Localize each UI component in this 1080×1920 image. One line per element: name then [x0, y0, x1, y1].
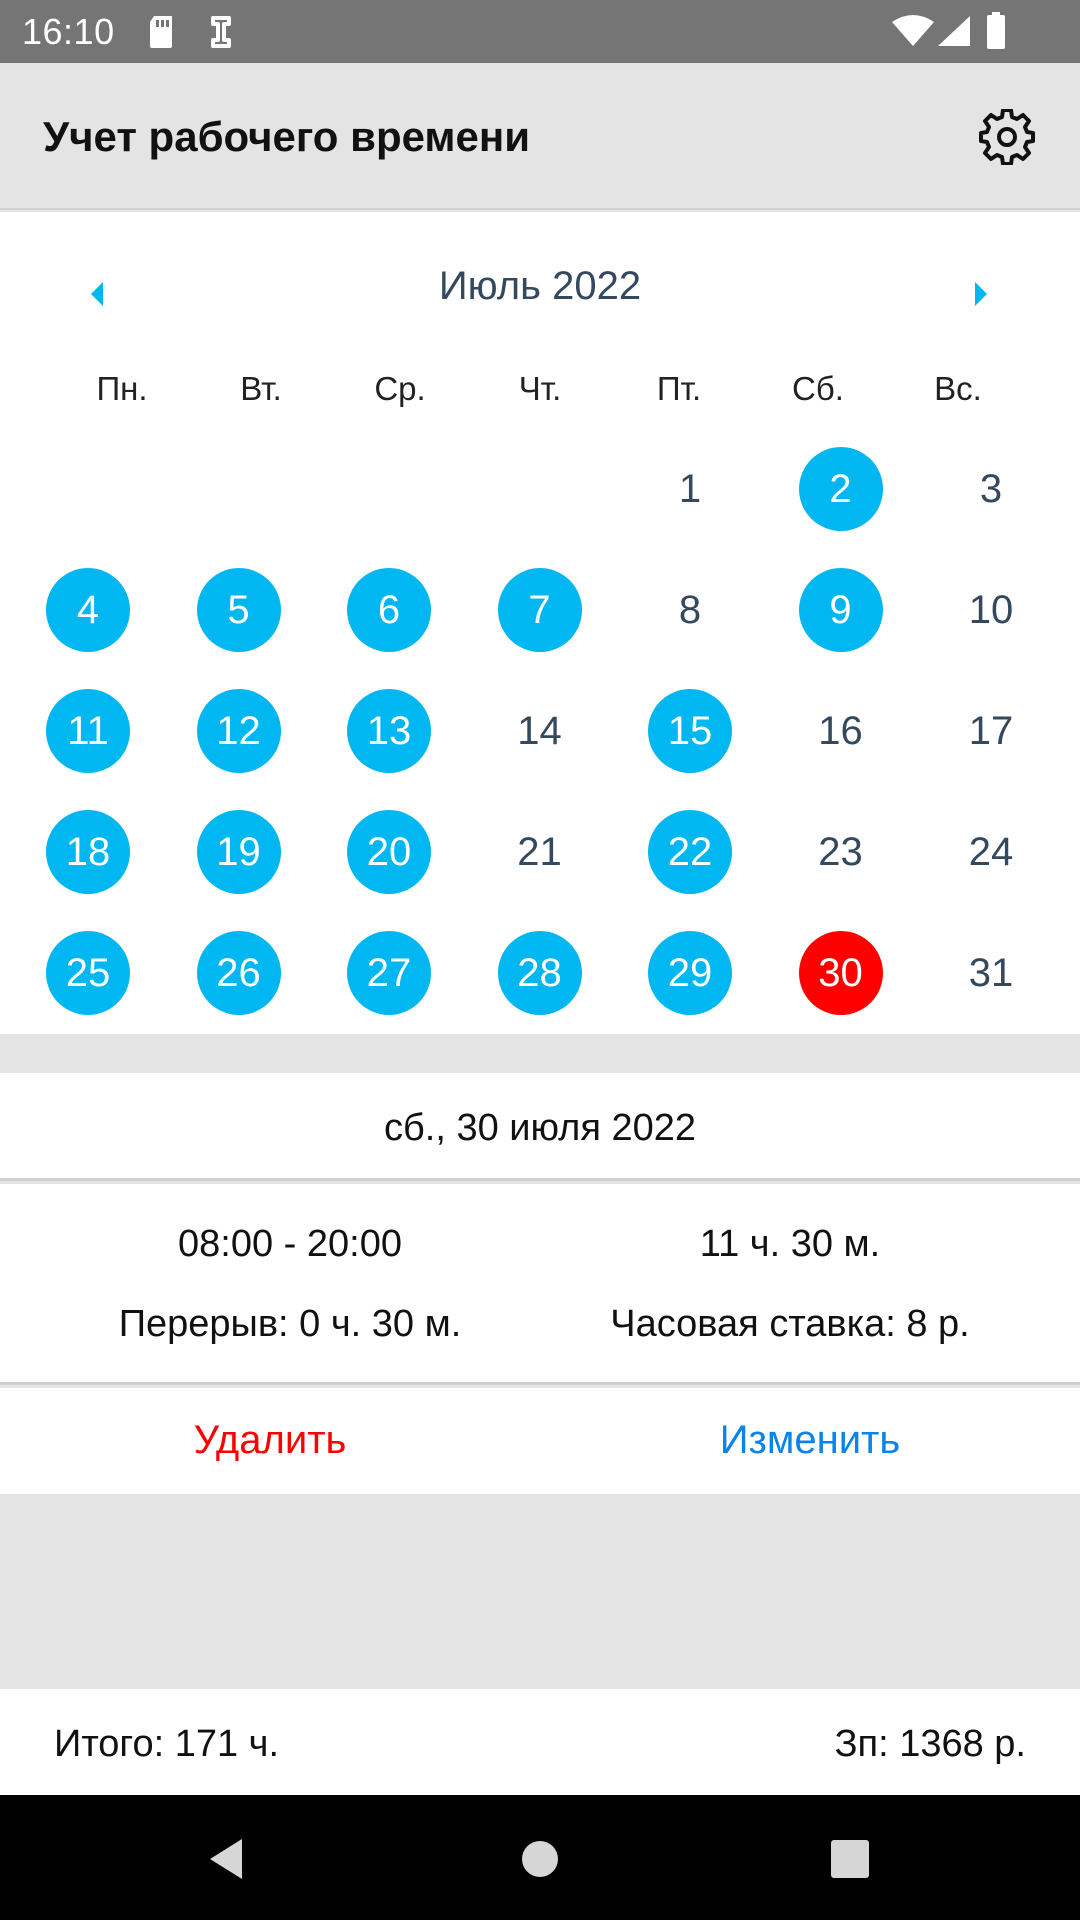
calendar-day[interactable]: 25 — [46, 931, 130, 1015]
totals-bar: Итого: 171 ч. Зп: 1368 р. — [0, 1689, 1080, 1795]
edit-button[interactable]: Изменить — [719, 1418, 901, 1462]
selected-date: сб., 30 июля 2022 — [384, 1107, 696, 1149]
calendar-day[interactable]: 15 — [648, 689, 732, 773]
calendar-day[interactable]: 1 — [678, 466, 702, 511]
recents-button[interactable] — [820, 1829, 880, 1889]
back-icon — [210, 1839, 242, 1879]
time-range: 08:00 - 20:00 — [178, 1223, 402, 1265]
weekday-label: Пт. — [656, 370, 702, 407]
calendar-day[interactable]: 18 — [46, 810, 130, 894]
system-nav-bar — [0, 1795, 1080, 1920]
work-info-section: 08:00 - 20:00 11 ч. 30 м. Перерыв: 0 ч. … — [0, 1184, 1080, 1385]
wifi-icon — [892, 15, 934, 46]
calendar-day[interactable]: 20 — [347, 810, 431, 894]
calendar-day[interactable]: 17 — [968, 708, 1014, 753]
app-title: Учет рабочего времени — [43, 113, 531, 160]
calendar-day[interactable]: 6 — [347, 568, 431, 652]
month-title: Июль 2022 — [438, 264, 642, 308]
calendar-day[interactable]: 19 — [196, 810, 281, 894]
selected-date-section: сб., 30 июля 2022 — [0, 1073, 1080, 1181]
calendar-day[interactable]: 16 — [818, 708, 863, 753]
back-button[interactable] — [196, 1829, 256, 1889]
break-duration: Перерыв: 0 ч. 30 м. — [118, 1303, 462, 1345]
calendar-day[interactable]: 10 — [968, 587, 1014, 632]
calendar-day[interactable]: 28 — [497, 931, 582, 1015]
work-duration: 11 ч. 30 м. — [699, 1223, 881, 1265]
calendar-day[interactable]: 5 — [196, 568, 281, 652]
calendar-day[interactable]: 29 — [648, 931, 732, 1015]
weekday-label: Вт. — [240, 370, 282, 407]
calendar-day[interactable]: 26 — [196, 931, 281, 1015]
arrow-right-icon — [975, 282, 987, 306]
status-time: 16:10 — [22, 10, 115, 52]
recents-icon — [831, 1840, 869, 1878]
calendar-day[interactable]: 12 — [196, 689, 281, 773]
delete-button[interactable]: Удалить — [193, 1418, 347, 1462]
calendar-day[interactable]: 30 — [798, 931, 883, 1015]
calendar-day[interactable]: 8 — [678, 587, 702, 632]
hourly-rate: Часовая ставка: 8 р. — [610, 1303, 970, 1345]
calendar-day[interactable]: 22 — [648, 810, 732, 894]
status-bar: 16:10 — [0, 0, 1080, 63]
weekday-label: Ср. — [374, 370, 426, 407]
gear-icon — [979, 109, 1035, 165]
calendar-day[interactable]: 31 — [968, 950, 1014, 995]
calendar-day[interactable]: 23 — [818, 829, 863, 874]
calendar-day[interactable]: 2 — [798, 447, 883, 531]
total-pay: Зп: 1368 р. — [834, 1723, 1026, 1765]
weekday-label: Пн. — [96, 370, 148, 407]
calendar-day[interactable]: 21 — [517, 829, 562, 874]
weekday-label: Чт. — [518, 370, 562, 407]
weekday-label: Вс. — [934, 370, 982, 407]
signal-icon — [938, 16, 970, 46]
calendar-day[interactable]: 11 — [46, 689, 130, 773]
actions-row: Удалить Изменить — [0, 1388, 1080, 1494]
calendar-day[interactable]: 24 — [968, 829, 1014, 874]
arrow-left-icon — [91, 282, 103, 306]
sd-card-icon — [150, 16, 172, 48]
prev-month-button[interactable] — [67, 264, 127, 324]
battery-icon — [987, 12, 1005, 49]
calendar-day[interactable]: 13 — [347, 689, 431, 773]
weekday-label: Сб. — [792, 370, 844, 407]
next-month-button[interactable] — [951, 264, 1011, 324]
calendar-day[interactable]: 27 — [347, 931, 431, 1015]
calendar-day[interactable]: 14 — [517, 708, 562, 753]
app-bar: Учет рабочего времени — [0, 63, 1080, 210]
tool-icon — [211, 16, 231, 48]
calendar-day[interactable]: 3 — [979, 466, 1003, 511]
calendar-day[interactable]: 4 — [46, 568, 130, 652]
home-button[interactable] — [510, 1829, 570, 1889]
total-hours: Итого: 171 ч. — [54, 1723, 280, 1765]
settings-button[interactable] — [975, 105, 1039, 169]
home-icon — [522, 1841, 558, 1877]
calendar-day[interactable]: 9 — [798, 568, 883, 652]
calendar-day[interactable]: 7 — [497, 568, 582, 652]
